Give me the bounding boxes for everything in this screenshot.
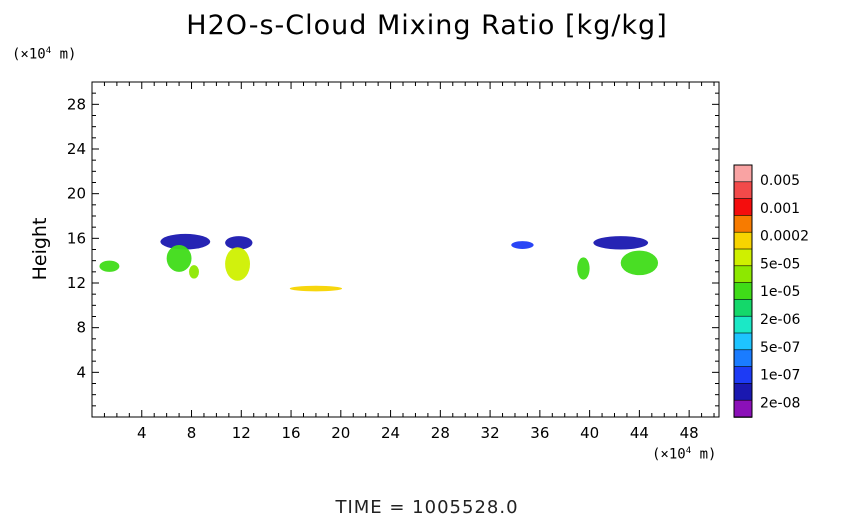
- x-tick-label: 12: [232, 424, 251, 442]
- cloud-c-top: [225, 236, 253, 250]
- x-tick-label: 28: [431, 424, 450, 442]
- colorbar-label: 2e-06: [760, 312, 800, 328]
- y-tick-label: 28: [67, 95, 86, 113]
- cloud-d: [289, 285, 343, 292]
- cloud-g-top: [593, 236, 649, 250]
- colorbar-swatch: [733, 181, 753, 200]
- colorbar-swatch: [733, 198, 753, 217]
- colorbar-label: 5e-05: [760, 256, 800, 272]
- y-tick-label: 24: [67, 140, 86, 158]
- x-tick-label: 16: [282, 424, 301, 442]
- colorbar-swatch: [733, 215, 753, 233]
- cloud-b-top: [160, 233, 211, 250]
- colorbar-swatch: [733, 383, 753, 401]
- colorbar-swatch: [733, 282, 753, 301]
- cloud-c-body: [225, 247, 250, 281]
- y-tick-label: 20: [67, 185, 86, 203]
- colorbar-swatch: [733, 299, 753, 317]
- colorbar-label: 1e-05: [760, 284, 800, 300]
- colorbar-swatch: [733, 164, 753, 183]
- colorbar-label: 1e-07: [760, 368, 800, 384]
- time-readout: TIME = 1005528.0: [335, 497, 519, 518]
- x-axis: 4 8 12 16 20 24 28 32 36 40 44 48: [103, 82, 715, 442]
- colorbar-label: 0.001: [760, 201, 800, 217]
- cloud-regions: [99, 233, 659, 292]
- y-tick-label: 16: [67, 229, 86, 247]
- y-tick-label: 8: [76, 319, 86, 337]
- colorbar-swatch: [733, 332, 753, 351]
- colorbar-frame: [733, 164, 753, 418]
- colorbar: 0.005 0.001 0.0002 5e-05 1e-05 2e-06 5e-07 1e-0…: [733, 164, 809, 418]
- colorbar-swatch: [733, 366, 753, 385]
- x-tick-label: 32: [481, 424, 500, 442]
- x-tick-label: 24: [381, 424, 400, 442]
- x-tick-label: 48: [680, 424, 699, 442]
- y-tick-label: 4: [76, 363, 86, 381]
- chart-title: H2O-s-Cloud Mixing Ratio [kg/kg]: [186, 10, 668, 41]
- x-tick-label: 44: [630, 424, 649, 442]
- colorbar-label: 0.0002: [760, 229, 809, 245]
- cloud-f: [577, 257, 590, 280]
- x-tick-label: 40: [580, 424, 599, 442]
- x-tick-label: 20: [331, 424, 350, 442]
- x-tick-label: 36: [530, 424, 549, 442]
- y-axis-unit: (×104 m): [12, 46, 77, 63]
- cloud-g-body: [620, 250, 659, 276]
- cloud-a: [99, 260, 120, 272]
- y-tick-label: 12: [67, 274, 86, 292]
- x-axis-unit: (×104 m): [652, 446, 717, 463]
- colorbar-label: 5e-07: [760, 340, 800, 356]
- x-tick-label: 8: [187, 424, 197, 442]
- colorbar-label: 0.005: [760, 173, 800, 189]
- colorbar-label: 2e-08: [760, 395, 800, 411]
- colorbar-swatch: [733, 315, 753, 334]
- cloud-e: [511, 241, 534, 249]
- colorbar-swatch: [733, 349, 753, 368]
- colorbar-swatch: [733, 231, 753, 250]
- colorbar-swatch: [733, 399, 753, 418]
- cloud-b-body: [166, 245, 192, 272]
- y-axis: 4 8 12 16 20 24 28: [67, 92, 719, 407]
- colorbar-swatch: [733, 265, 753, 284]
- x-tick-label: 4: [137, 424, 147, 442]
- colorbar-swatch: [733, 248, 753, 267]
- cloud-b-tail: [189, 265, 199, 279]
